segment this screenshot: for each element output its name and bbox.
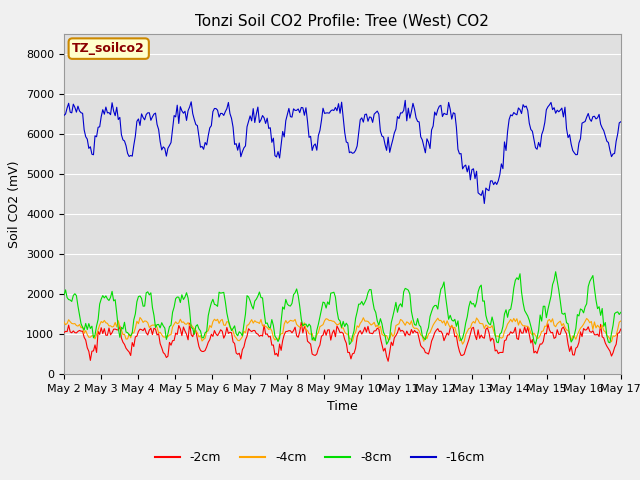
Text: TZ_soilco2: TZ_soilco2 [72, 42, 145, 55]
Y-axis label: Soil CO2 (mV): Soil CO2 (mV) [8, 160, 20, 248]
X-axis label: Time: Time [327, 400, 358, 413]
Legend: -2cm, -4cm, -8cm, -16cm: -2cm, -4cm, -8cm, -16cm [150, 446, 490, 469]
Title: Tonzi Soil CO2 Profile: Tree (West) CO2: Tonzi Soil CO2 Profile: Tree (West) CO2 [195, 13, 490, 28]
